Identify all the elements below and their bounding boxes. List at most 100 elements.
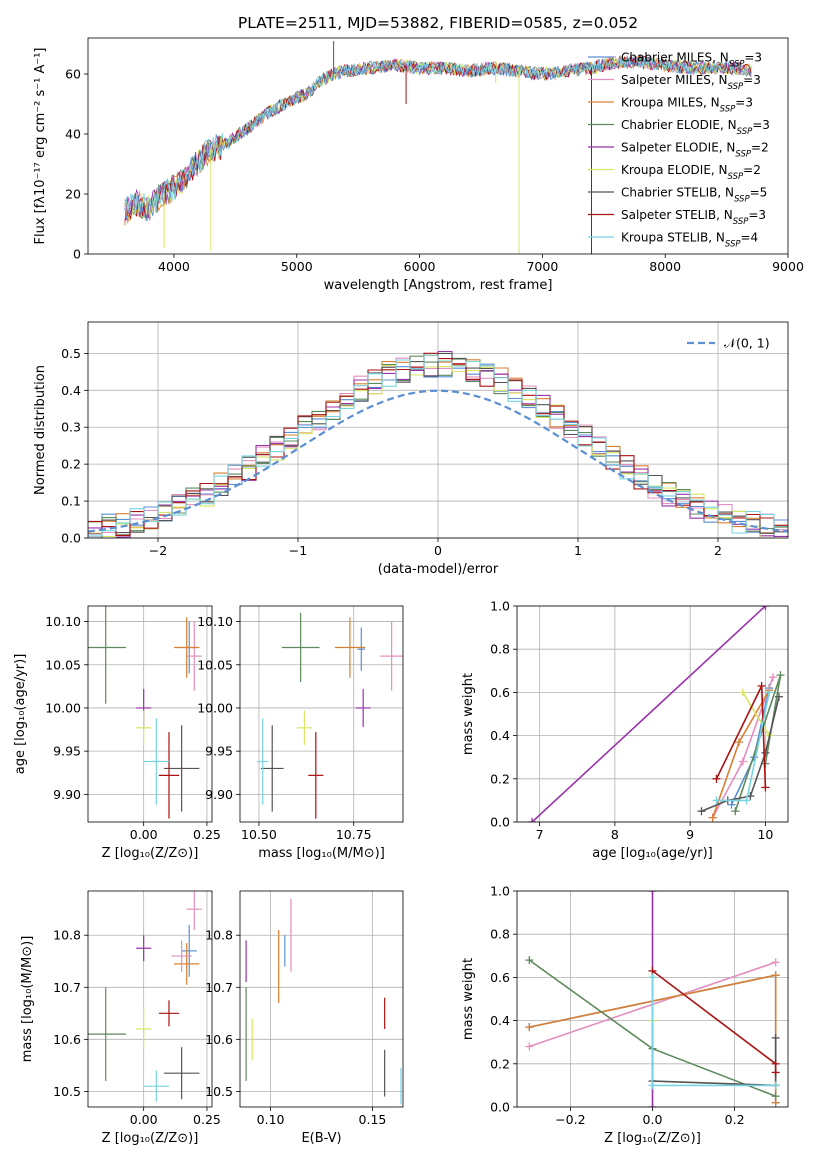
age_vs_Z-axes: 0.00 0.25 9.90 9.95 10.00 10.05 10.10 Z [log₁₀(… [13, 605, 221, 861]
age_vs_Z-ytick-label: 10.00 [45, 700, 81, 715]
age_vs_Z-ytick-label: 9.90 [53, 787, 81, 802]
weight_vs_age-marker-salpeter_miles [738, 757, 747, 766]
residuals-xtick-label: −1 [289, 543, 307, 558]
gaussian-curve [88, 389, 788, 533]
weight_vs_Z-xtick-label: 0.0 [643, 1112, 663, 1127]
weight_vs_Z-marker-kroupa_miles [525, 1023, 534, 1032]
mass_vs_Z-ytick-label: 10.7 [53, 980, 81, 995]
residuals-ytick-label: 0.5 [61, 346, 81, 361]
legend-label-salpeter_stelib: Salpeter STELIB, NSSP=3 [621, 208, 766, 227]
age_vs_Z-point-kroupa_miles [174, 617, 200, 678]
residuals-ytick-label: 0.0 [61, 531, 81, 546]
legend-label-kroupa_miles: Kroupa MILES, NSSP=3 [621, 96, 753, 115]
mass_vs_Z-point-chabrier_stelib [163, 1047, 200, 1100]
weight_vs_age-ytick-label: 0.0 [490, 815, 510, 830]
weight_vs_age-marker-kroupa_stelib [765, 688, 774, 697]
spectrum-ytick-label: 0 [73, 247, 81, 262]
legend-label-chabrier_miles: Chabrier MILES, NSSP=3 [621, 51, 762, 70]
weight_vs_Z-marker-chabrier_elodie [771, 1092, 780, 1101]
legend-label-chabrier_elodie: Chabrier ELODIE, NSSP=3 [621, 118, 770, 137]
weight_vs_Z-marker-salpeter_stelib [771, 1068, 780, 1077]
age_vs_mass-point-salpeter_stelib [308, 732, 324, 819]
residual-hist-chabrier_miles [88, 363, 788, 538]
age_vs_mass-point-chabrier_miles [357, 627, 366, 671]
residuals-xtick-label: 0 [434, 543, 442, 558]
spectrum-ytick-label: 60 [65, 67, 81, 82]
mass_vs_Z-point-salpeter_miles [171, 940, 192, 972]
spectrum-xtick-label: 8000 [649, 259, 681, 274]
weight_vs_Z-marker-salpeter_miles [525, 1042, 534, 1051]
weight_vs_Z-xlabel: Z [log₁₀(Z/Z⊙)] [604, 1131, 701, 1146]
age_vs_Z-ytick-label: 9.95 [53, 744, 81, 759]
age_vs_mass-point-chabrier_stelib [260, 725, 284, 812]
weight_vs_Z-axes: −0.2 0.0 0.2 0.0 0.2 0.4 0.6 0.8 1.0 Z [log₁₀(Z/Z… [461, 884, 789, 1146]
mass_vs_Z-point-salpeter_elodie [136, 935, 152, 962]
mass_vs_ebv-ytick-label: 10.6 [205, 1032, 233, 1047]
weight_vs_Z-marker-kroupa_miles [771, 971, 780, 980]
spectrum-plot [124, 41, 752, 254]
age_vs_mass-point-kroupa_miles [334, 617, 366, 678]
weight_vs_age-axes: 7 8 9 10 0.0 0.2 0.4 0.6 0.8 1.0 age [log₁₀(age/yr… [461, 599, 789, 861]
weight_vs_Z-marker-kroupa_stelib [648, 973, 657, 982]
weight_vs_Z-marker-salpeter_elodie [648, 891, 657, 895]
weight_vs_age-ylabel: mass weight [461, 673, 476, 755]
spectrum-xtick-label: 9000 [772, 259, 804, 274]
mass_vs_ebv-xlabel: E(B-V) [301, 1131, 341, 1146]
age_vs_Z-point-salpeter_miles [186, 621, 202, 691]
weight_vs_age-xtick-label: 8 [611, 827, 619, 842]
weight_vs_age-frame [516, 605, 789, 823]
mass_vs_ebv-ytick-label: 10.7 [205, 980, 233, 995]
weight_vs_age-marker-salpeter_stelib [757, 681, 766, 690]
mass_vs_Z-xtick-label: 0.25 [193, 1112, 221, 1127]
age_vs_Z-frame [87, 605, 213, 823]
mass_vs_Z-frame [87, 890, 213, 1108]
weight_vs_age-marker-chabrier_elodie [731, 807, 740, 816]
age_vs_Z-point-salpeter_stelib [158, 732, 180, 819]
weight_vs_Z-ytick-label: 1.0 [490, 884, 510, 899]
weight_vs_age-marker-chabrier_elodie [776, 671, 785, 680]
legend-label-kroupa_elodie: Kroupa ELODIE, NSSP=2 [621, 163, 761, 182]
age_vs_mass-xlabel: mass [log₁₀(M/M⊙)] [258, 846, 385, 861]
age_vs_mass-point-salpeter_miles [380, 621, 403, 691]
weight_vs_age-xtick-label: 9 [686, 827, 694, 842]
residuals-plot [88, 350, 788, 538]
mass_vs_ebv-axes: 0.10 0.15 10.5 10.6 10.7 10.8 E(B-V) [205, 890, 404, 1146]
residuals-xlabel: (data-model)/error [378, 562, 499, 577]
weight_vs_Z-xtick-label: −0.2 [555, 1112, 585, 1127]
weight_vs_Z-frame [516, 890, 789, 1108]
age_vs_mass-ytick-label: 10.10 [197, 614, 233, 629]
mass_vs_ebv-ytick-label: 10.5 [205, 1084, 233, 1099]
age_vs_mass-xtick-label: 10.75 [336, 827, 372, 842]
age_vs_Z-plot [88, 606, 202, 819]
weight_vs_age-xtick-label: 7 [536, 827, 544, 842]
age_vs_mass-point-chabrier_elodie [281, 612, 320, 683]
spectrum-xtick-label: 4000 [158, 259, 190, 274]
mass_vs_Z-xtick-label: 0.00 [130, 1112, 158, 1127]
weight_vs_age-ytick-label: 0.8 [490, 642, 510, 657]
weight_vs_age-marker-kroupa_stelib [742, 796, 751, 805]
spectrum-legend: Chabrier MILES, NSSP=3 Salpeter MILES, NS… [588, 51, 770, 250]
residuals-legend-label: 𝒩(0, 1) [724, 336, 770, 351]
legend-label-kroupa_stelib: Kroupa STELIB, NSSP=4 [621, 231, 758, 250]
weight_vs_Z-marker-salpeter_elodie [648, 1103, 657, 1107]
age_vs_mass-point-kroupa_elodie [296, 710, 313, 746]
spectrum-axes: 4000 5000 6000 7000 8000 9000 0 20 40 60 wavelengt… [33, 37, 804, 293]
weight_vs_Z-ylabel: mass weight [461, 958, 476, 1040]
residuals-legend: 𝒩(0, 1) [687, 336, 770, 351]
residuals-xtick-label: 2 [714, 543, 722, 558]
mass_vs_ebv-xtick-label: 0.10 [257, 1112, 285, 1127]
weight_vs_Z-ytick-label: 0.6 [490, 970, 510, 985]
age_vs_mass-axes: 10.50 10.75 9.90 9.95 10.00 10.05 10.10 mass [l… [197, 605, 404, 861]
age_vs_Z-ytick-label: 10.10 [45, 614, 81, 629]
spectrum-xtick-label: 7000 [526, 259, 558, 274]
weight_vs_age-ytick-label: 0.6 [490, 685, 510, 700]
weight_vs_Z-marker-chabrier_stelib [771, 1033, 780, 1042]
mass_vs_Z-grid [88, 891, 212, 1107]
weight_vs_Z-ytick-label: 0.2 [490, 1056, 510, 1071]
age_vs_Z-ylabel: age [log₁₀(age/yr)] [13, 654, 28, 775]
mass_vs_Z-point-chabrier_elodie [88, 987, 126, 1081]
age_vs_Z-xtick-label: 0.25 [193, 827, 221, 842]
plot-layer: 4000 5000 6000 7000 8000 90000204060wavelengt… [13, 37, 804, 1146]
weight_vs_age-marker-salpeter_stelib [712, 774, 721, 783]
